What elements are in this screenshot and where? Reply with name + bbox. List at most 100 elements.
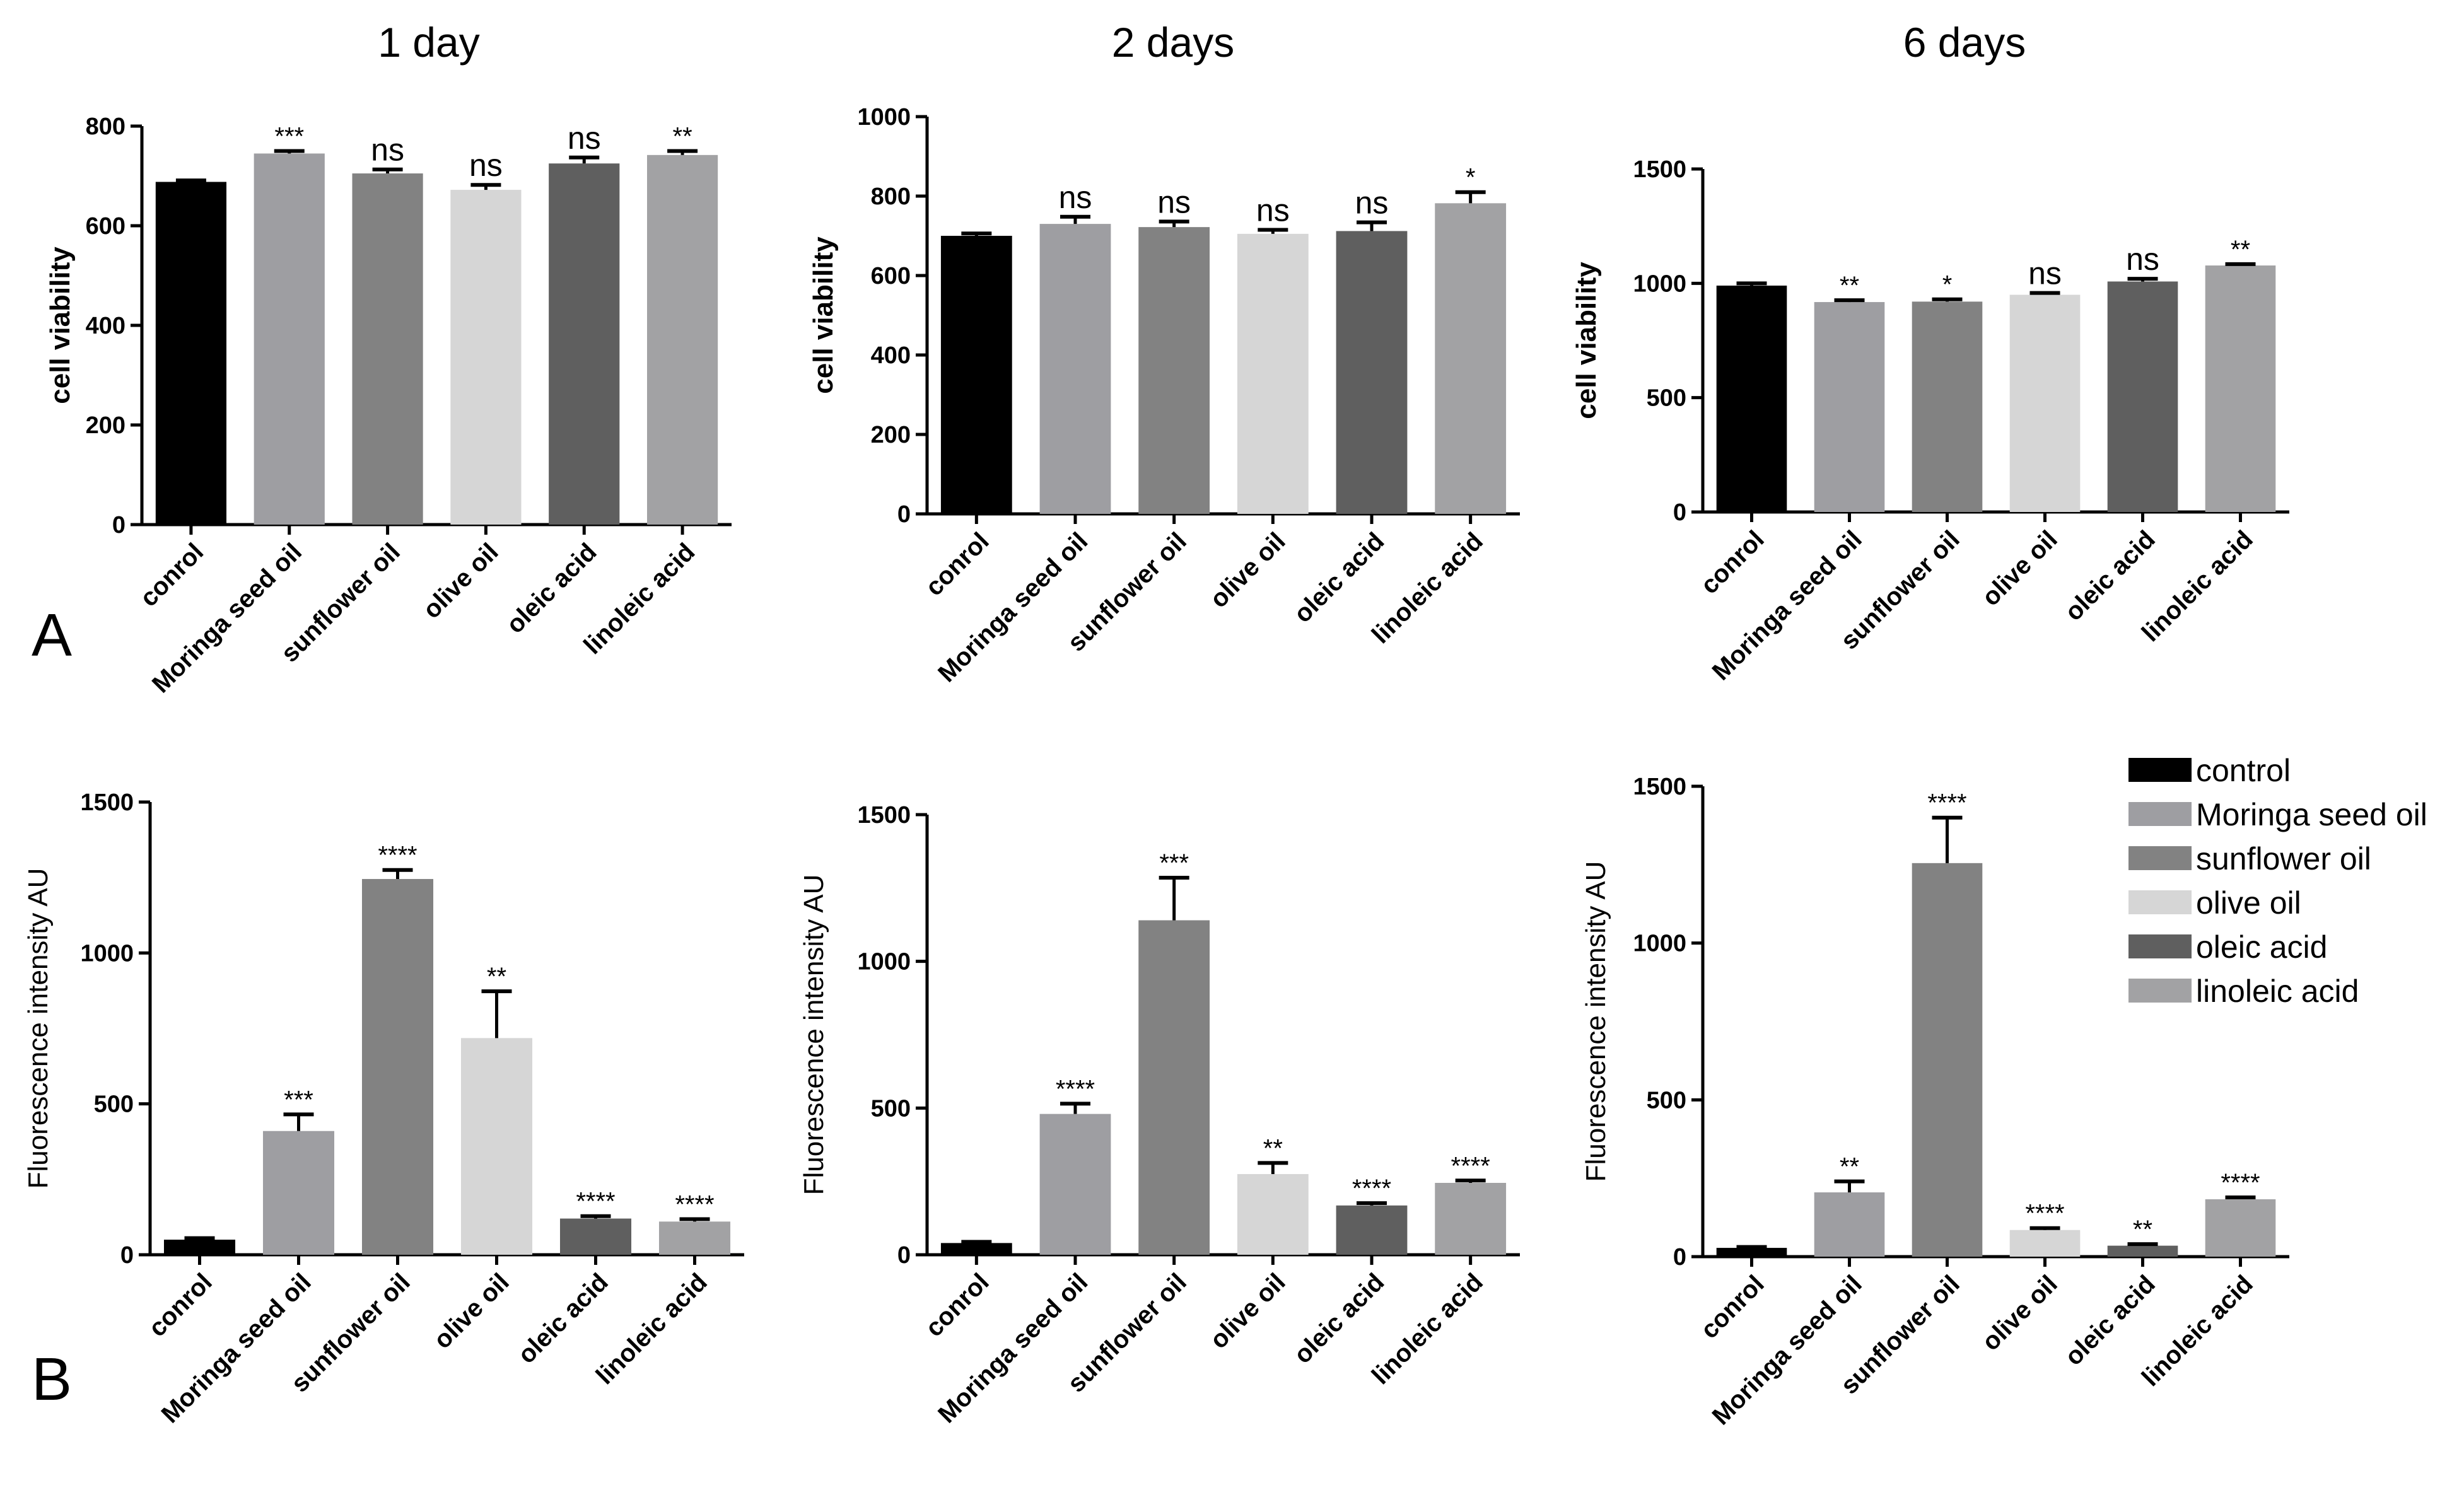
chart-title: 1 day <box>378 19 479 66</box>
y-tick-label: 200 <box>871 422 911 448</box>
legend-label: oleic acid <box>2196 929 2327 965</box>
category-label: oleic acid <box>2060 1270 2161 1371</box>
bar <box>2009 294 2081 512</box>
y-tick-label: 1000 <box>1633 931 1686 957</box>
bar <box>2205 1199 2276 1257</box>
y-tick-label: 0 <box>120 1242 134 1269</box>
y-axis-label: cell viability <box>45 247 76 404</box>
bar <box>1716 1248 1787 1257</box>
significance-label: * <box>1942 271 1953 299</box>
significance-label: ** <box>487 963 506 991</box>
category-label: oleic acid <box>2060 525 2161 626</box>
y-tick-label: 400 <box>871 342 911 369</box>
bar <box>1237 233 1309 514</box>
bar <box>262 1131 335 1255</box>
significance-label: ** <box>1840 1153 1859 1181</box>
y-tick-label: 200 <box>86 412 126 439</box>
legend-label: sunflower oil <box>2196 841 2371 876</box>
significance-label: ns <box>469 148 503 183</box>
category-label: conrol <box>1695 1270 1770 1344</box>
chart-title: 2 days <box>1112 19 1234 66</box>
y-tick-label: 500 <box>1647 1087 1686 1114</box>
bar <box>1716 285 1787 512</box>
chart-b1: Fluorescence intensity AU 0 500 1000 1500 con… <box>23 789 744 1429</box>
chart-title: 6 days <box>1903 19 2026 66</box>
significance-label: ** <box>2231 236 2250 264</box>
y-tick-label: 500 <box>94 1091 134 1118</box>
legend-label: linoleic acid <box>2196 974 2359 1009</box>
category-label: conrol <box>1695 525 1770 600</box>
significance-label: **** <box>1451 1152 1490 1180</box>
bar <box>1912 863 1983 1257</box>
bar <box>940 236 1012 514</box>
legend-swatch <box>2128 758 2192 782</box>
bar <box>361 879 434 1255</box>
category-label: olive oil <box>417 538 503 624</box>
y-tick-label: 1000 <box>857 949 911 975</box>
significance-label: ns <box>1355 185 1389 221</box>
legend-swatch <box>2128 979 2192 1003</box>
category-label: olive oil <box>1976 525 2062 611</box>
y-tick-label: 1000 <box>1633 270 1686 297</box>
legend-label: olive oil <box>2196 885 2301 921</box>
significance-label: ns <box>371 132 404 168</box>
bar <box>1237 1174 1309 1255</box>
bar <box>1039 224 1111 514</box>
significance-label: ** <box>1840 272 1859 300</box>
bar <box>1814 1192 1885 1257</box>
significance-label: ns <box>1059 180 1092 215</box>
legend: control Moringa seed oil sunflower oil oliv… <box>2128 753 2427 1009</box>
bar <box>163 1240 236 1255</box>
significance-label: ns <box>2028 256 2062 291</box>
bar <box>1138 920 1210 1255</box>
chart-a2: 2 days cell viability 0 200 400 600 800 1000 con… <box>808 19 1520 688</box>
category-label: olive oil <box>1205 1268 1290 1354</box>
category-label: conrol <box>143 1268 218 1342</box>
bar <box>155 182 227 525</box>
y-tick-label: 0 <box>897 1242 911 1269</box>
bar <box>646 154 718 525</box>
bar <box>2107 1245 2178 1257</box>
y-tick-label: 1500 <box>857 802 911 829</box>
chart-a1: 1 day cell viability 0 200 400 600 800 conrol **… <box>45 19 732 699</box>
y-tick-label: 600 <box>86 213 126 240</box>
bar <box>352 173 423 525</box>
y-tick-label: 400 <box>86 313 126 339</box>
bar <box>1435 203 1507 514</box>
significance-label: **** <box>675 1191 714 1219</box>
bar <box>1039 1114 1111 1255</box>
significance-label: **** <box>1056 1075 1095 1103</box>
bar <box>1814 302 1885 512</box>
category-label: oleic acid <box>501 538 602 639</box>
legend-label: control <box>2196 753 2291 788</box>
significance-label: * <box>1466 164 1476 192</box>
bar <box>254 153 325 525</box>
bar <box>559 1218 632 1255</box>
significance-label: **** <box>2025 1200 2064 1228</box>
bar <box>2205 265 2276 512</box>
legend-swatch <box>2128 846 2192 870</box>
significance-label: ns <box>568 120 601 156</box>
y-tick-label: 1500 <box>80 789 134 816</box>
bar <box>1336 1205 1408 1255</box>
bar <box>2009 1230 2081 1257</box>
significance-label: **** <box>2221 1169 2260 1197</box>
y-tick-label: 1000 <box>857 104 911 131</box>
bar <box>2107 281 2178 512</box>
category-label: olive oil <box>428 1268 514 1354</box>
y-tick-label: 1500 <box>1633 774 1686 800</box>
legend-swatch <box>2128 802 2192 826</box>
significance-label: ** <box>1263 1134 1283 1162</box>
y-axis-label: Fluorescence intensity AU <box>1580 861 1611 1182</box>
legend-swatch <box>2128 934 2192 958</box>
bar <box>1138 227 1210 514</box>
category-label: oleic acid <box>1288 1268 1389 1369</box>
significance-label: ns <box>2126 241 2159 277</box>
y-axis-label: cell viability <box>808 236 839 394</box>
y-tick-label: 600 <box>871 263 911 289</box>
y-tick-label: 500 <box>1647 385 1686 412</box>
legend-label: Moringa seed oil <box>2196 797 2427 832</box>
significance-label: ns <box>1256 193 1290 228</box>
